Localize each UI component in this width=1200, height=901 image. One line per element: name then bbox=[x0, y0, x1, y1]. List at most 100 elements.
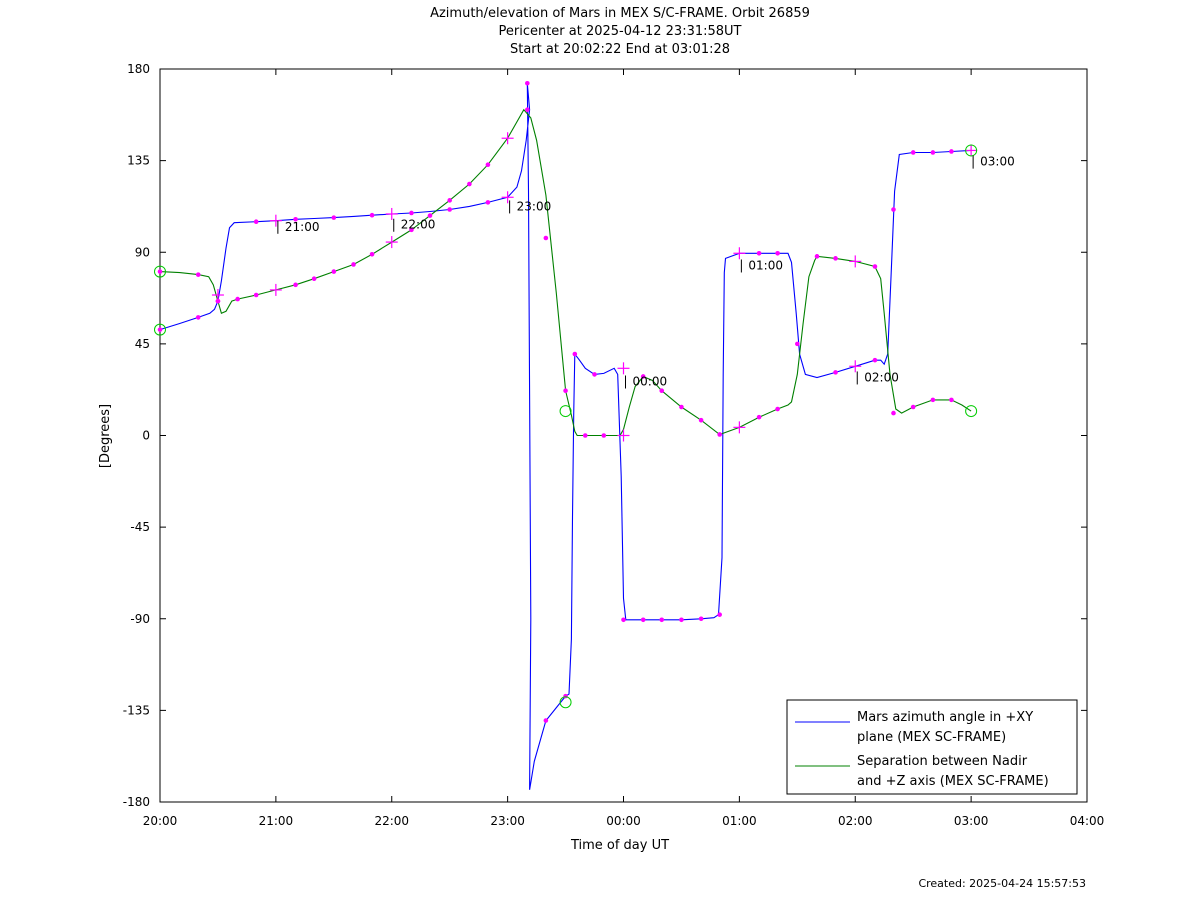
data-point-dot bbox=[814, 254, 820, 259]
hour-cross-marker bbox=[617, 362, 630, 375]
y-axis-label: [Degrees] bbox=[98, 404, 113, 468]
data-point-dot bbox=[910, 150, 916, 155]
data-point-dot bbox=[311, 276, 317, 282]
hour-cross-marker bbox=[501, 191, 514, 204]
data-point-dot bbox=[872, 357, 878, 363]
data-point-dot bbox=[331, 215, 337, 220]
data-point-dot bbox=[351, 262, 356, 267]
data-point-dot bbox=[195, 315, 201, 320]
data-point-dot bbox=[872, 264, 878, 269]
start-end-circle-marker bbox=[154, 265, 166, 278]
data-point-dot bbox=[679, 617, 684, 623]
x-tick-label: 03:00 bbox=[954, 814, 989, 828]
hour-cross-marker bbox=[965, 144, 978, 157]
time-label: 03:00 bbox=[972, 155, 1015, 169]
legend-label-azimuth-2: plane (MEX SC-FRAME) bbox=[857, 730, 1006, 745]
hour-cross-marker bbox=[385, 207, 398, 220]
data-point-dot bbox=[447, 207, 452, 212]
time-label: 00:00 bbox=[625, 375, 668, 389]
time-label-text: 02:00 bbox=[864, 370, 899, 384]
start-end-circle-marker bbox=[965, 144, 978, 157]
data-point-dot bbox=[563, 693, 568, 699]
data-point-dot bbox=[891, 207, 896, 212]
y-tick-label: 90 bbox=[135, 245, 150, 259]
chart-title-line-1: Azimuth/elevation of Mars in MEX S/C-FRA… bbox=[430, 6, 810, 21]
data-point-dot bbox=[910, 404, 916, 410]
data-point-dot bbox=[891, 410, 896, 416]
data-point-dot bbox=[659, 617, 665, 623]
hour-cross-marker bbox=[385, 236, 398, 249]
hour-cross-marker bbox=[211, 289, 224, 302]
axes: 20:00 21:00 22:00 23:00 00:00 01:00 02:00 03:00… bbox=[123, 62, 1105, 828]
data-point-dot bbox=[795, 341, 800, 347]
x-tick-label: 23:00 bbox=[490, 814, 525, 828]
data-point-dot bbox=[427, 213, 433, 218]
y-tick-label: 180 bbox=[127, 62, 150, 76]
data-point-dot bbox=[640, 374, 646, 379]
separation-line bbox=[159, 108, 972, 437]
data-point-dot bbox=[195, 272, 201, 277]
time-label: 23:00 bbox=[509, 199, 552, 214]
data-point-dot bbox=[949, 149, 954, 154]
start-end-circle-marker bbox=[965, 405, 978, 418]
data-point-dot bbox=[833, 256, 838, 261]
data-point-dot bbox=[215, 298, 221, 304]
legend-box bbox=[786, 699, 1078, 795]
start-end-circle-marker bbox=[154, 323, 166, 336]
time-label: 22:00 bbox=[393, 218, 435, 232]
x-tick-label: 00:00 bbox=[606, 814, 641, 828]
x-axis-label: Time of day UT bbox=[570, 838, 669, 853]
created-timestamp: Created: 2025-04-24 15:57:53 bbox=[918, 877, 1086, 890]
data-point-dot bbox=[698, 417, 704, 423]
data-point-dot bbox=[157, 327, 163, 332]
data-point-dot bbox=[157, 269, 163, 274]
data-point-dot bbox=[717, 432, 722, 437]
data-point-dot bbox=[572, 351, 578, 357]
data-point-dot bbox=[525, 107, 530, 113]
time-label-text: 01:00 bbox=[748, 258, 783, 272]
data-point-dot bbox=[833, 370, 838, 375]
legend: Mars azimuth angle in +XY plane (MEX SC-… bbox=[786, 699, 1078, 795]
x-tick-label: 04:00 bbox=[1070, 814, 1105, 828]
markers-group bbox=[154, 80, 978, 723]
hour-cross-marker bbox=[269, 214, 282, 227]
data-point-dot bbox=[698, 616, 704, 622]
legend-label-separation-2: and +Z axis (MEX SC-FRAME) bbox=[857, 774, 1049, 789]
time-labels-group: 21:00 22:00 23:00 00:00 01:00 02:00 03:00 bbox=[277, 155, 1015, 389]
data-point-dot bbox=[601, 433, 607, 438]
time-label-text: 23:00 bbox=[517, 199, 552, 213]
data-point-dot bbox=[369, 212, 375, 218]
data-point-dot bbox=[235, 296, 240, 302]
y-tick-label: -45 bbox=[130, 520, 150, 534]
time-label-text: 00:00 bbox=[633, 375, 668, 389]
data-point-dot bbox=[592, 372, 597, 377]
azimuth-line bbox=[159, 83, 972, 790]
hour-cross-marker bbox=[269, 283, 282, 296]
y-tick-label: 135 bbox=[127, 154, 150, 168]
x-tick-label: 22:00 bbox=[374, 814, 409, 828]
legend-label-separation-1: Separation between Nadir bbox=[857, 754, 1028, 769]
hour-cross-marker bbox=[733, 247, 746, 260]
data-point-dot bbox=[253, 219, 259, 225]
x-tick-label: 20:00 bbox=[143, 814, 178, 828]
data-point-dot bbox=[640, 617, 646, 623]
time-label-text: 03:00 bbox=[980, 155, 1015, 169]
data-point-dot bbox=[369, 251, 375, 257]
start-end-circle-marker bbox=[559, 405, 572, 418]
data-point-dot bbox=[485, 200, 491, 205]
data-point-dot bbox=[679, 404, 684, 410]
data-point-dot bbox=[930, 397, 936, 403]
time-label: 01:00 bbox=[740, 258, 783, 273]
data-point-dot bbox=[582, 433, 588, 438]
data-point-dot bbox=[775, 250, 780, 256]
data-point-dot bbox=[659, 388, 665, 394]
y-tick-label: -90 bbox=[130, 612, 150, 626]
chart-title-line-2: Pericenter at 2025-04-12 23:31:58UT bbox=[498, 24, 742, 39]
data-point-dot bbox=[543, 235, 549, 241]
data-point-dot bbox=[756, 414, 762, 420]
data-point-dot bbox=[525, 80, 530, 86]
time-label-text: 21:00 bbox=[285, 220, 320, 234]
time-label: 21:00 bbox=[277, 220, 320, 234]
hour-cross-marker bbox=[733, 421, 746, 434]
